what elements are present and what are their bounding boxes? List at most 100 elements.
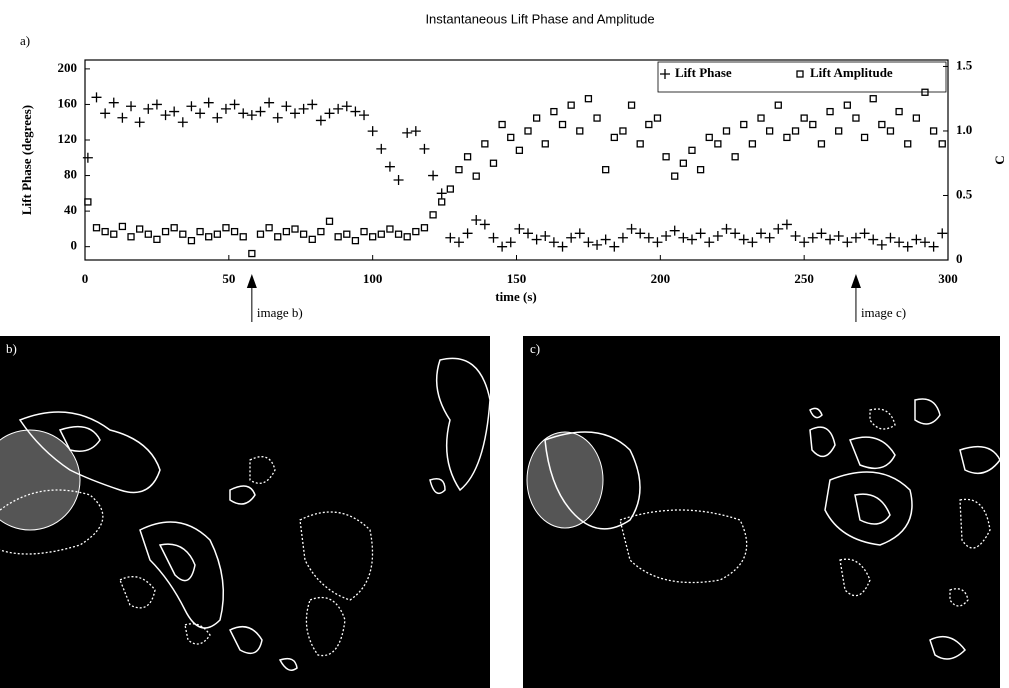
point — [636, 140, 644, 148]
point — [799, 237, 810, 248]
point — [558, 120, 567, 129]
point — [445, 232, 456, 243]
y-tick-label: 120 — [58, 131, 78, 146]
point — [774, 101, 782, 109]
point — [308, 235, 316, 244]
point — [265, 224, 273, 232]
contour — [0, 489, 104, 555]
point — [376, 143, 387, 154]
point — [488, 232, 499, 243]
point — [593, 114, 601, 122]
point — [170, 224, 178, 232]
point — [584, 95, 593, 103]
point — [205, 233, 213, 241]
point — [367, 126, 378, 137]
point — [653, 114, 662, 122]
point — [428, 170, 439, 181]
contour — [249, 456, 276, 484]
y-tick-label: 160 — [58, 95, 78, 110]
point — [153, 235, 161, 244]
point — [436, 188, 447, 199]
annotation-arrowhead — [850, 274, 861, 288]
x-tick-label: 50 — [222, 271, 235, 286]
point — [652, 237, 663, 248]
panel-label: b) — [6, 341, 17, 356]
point — [481, 140, 489, 148]
point — [255, 106, 266, 117]
point — [438, 198, 446, 206]
point — [343, 230, 351, 238]
point — [678, 232, 689, 243]
point — [410, 126, 421, 137]
point — [498, 120, 506, 129]
point — [688, 146, 696, 154]
point — [360, 227, 368, 236]
point — [850, 232, 861, 243]
point — [394, 230, 403, 238]
point — [333, 103, 344, 114]
point — [369, 233, 377, 241]
point — [453, 237, 464, 248]
panel-label: c) — [530, 341, 540, 356]
point — [540, 231, 551, 241]
point — [764, 232, 775, 243]
contour — [299, 511, 374, 601]
point — [324, 108, 335, 119]
contour — [544, 431, 641, 530]
point — [151, 99, 162, 110]
point — [756, 228, 767, 239]
point — [928, 241, 939, 252]
point — [602, 166, 610, 174]
point — [773, 223, 784, 234]
contour — [809, 426, 836, 458]
point — [747, 237, 758, 248]
point — [229, 99, 240, 110]
x-tick-label: 200 — [651, 271, 671, 286]
point — [574, 228, 585, 239]
point — [463, 153, 472, 161]
y2-tick-label: 1.5 — [956, 57, 973, 72]
point — [835, 127, 843, 135]
point — [878, 120, 886, 129]
point — [507, 133, 515, 142]
point — [592, 239, 603, 250]
point — [82, 152, 93, 163]
y2-tick-label: 0 — [956, 251, 963, 266]
point — [894, 237, 905, 248]
point — [203, 97, 214, 108]
contour — [914, 398, 941, 425]
point — [704, 237, 715, 248]
point — [852, 114, 860, 122]
point — [902, 241, 913, 252]
point — [134, 117, 145, 128]
point — [213, 230, 221, 238]
point — [765, 127, 774, 135]
point — [351, 236, 360, 245]
point — [705, 133, 713, 142]
point — [307, 99, 318, 110]
x-axis-label: time (s) — [495, 289, 537, 304]
point — [472, 172, 480, 180]
point — [712, 231, 723, 241]
point — [317, 227, 325, 236]
point — [446, 185, 454, 193]
point — [325, 217, 334, 225]
image-panel: b) — [0, 336, 491, 688]
legend-marker — [796, 70, 804, 78]
x-tick-label: 250 — [794, 271, 814, 286]
point — [843, 101, 851, 109]
point — [885, 232, 896, 243]
point — [230, 227, 239, 236]
legend-box — [657, 61, 947, 93]
y2-axis-label: C — [992, 155, 1007, 164]
chart-title: Instantaneous Lift Phase and Amplitude — [425, 11, 654, 26]
annotation-arrowhead — [246, 274, 257, 288]
point — [721, 223, 732, 234]
point — [833, 231, 844, 241]
contour — [809, 407, 823, 419]
contour — [824, 471, 913, 546]
contour — [305, 596, 346, 657]
point — [393, 175, 404, 185]
point — [402, 127, 413, 138]
